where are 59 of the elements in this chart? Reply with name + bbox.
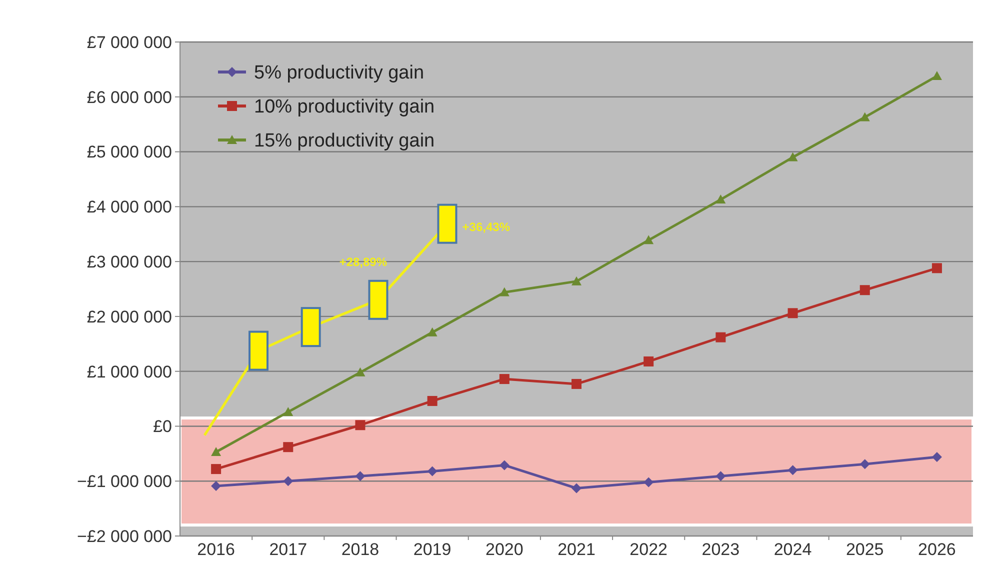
point	[427, 396, 438, 406]
point	[211, 447, 222, 456]
point	[788, 465, 798, 476]
y-tick-label: −£2 000 000	[76, 526, 172, 546]
x-tick-label: 2016	[197, 540, 235, 559]
point	[860, 459, 870, 470]
point	[427, 327, 438, 336]
x-tick-label: 2026	[918, 540, 956, 559]
point	[427, 466, 438, 476]
point	[860, 112, 870, 122]
y-tick-label: £0	[153, 417, 172, 436]
legend-label: 5% productivity gain	[254, 62, 424, 84]
x-tick-label: 2017	[269, 540, 308, 559]
point	[211, 464, 222, 474]
point	[355, 367, 366, 376]
point	[932, 263, 942, 274]
point	[499, 460, 510, 470]
y-tick-label: £7 000 000	[86, 32, 172, 52]
y-tick-label: −£1 000 000	[76, 472, 172, 492]
x-tick-label: 2019	[413, 540, 452, 559]
y-tick-label: £6 000 000	[86, 88, 172, 107]
y-tick-label: £4 000 000	[86, 198, 172, 217]
point	[355, 471, 366, 482]
y-tick-label: £1 000 000	[86, 362, 172, 382]
annotation: +28,89%	[339, 255, 388, 270]
point	[355, 420, 366, 430]
x-tick-label: 2018	[341, 540, 380, 559]
x-tick-label: 2023	[702, 540, 740, 559]
point	[644, 235, 654, 244]
point	[283, 406, 294, 416]
point	[788, 308, 798, 318]
point	[283, 442, 294, 452]
point	[860, 285, 870, 296]
point	[211, 481, 222, 492]
point	[572, 276, 582, 286]
annotation: +36,43%	[462, 220, 510, 234]
y-tick-label: £5 000 000	[86, 142, 172, 162]
x-tick-label: 2025	[846, 540, 884, 559]
point	[572, 483, 582, 494]
x-tick-label: 2022	[630, 540, 668, 559]
point	[572, 378, 582, 389]
point	[644, 477, 654, 488]
point	[499, 287, 510, 296]
point	[932, 71, 942, 80]
x-tick-label: 2020	[485, 540, 524, 559]
point	[283, 476, 294, 486]
x-tick-label: 2024	[774, 540, 812, 559]
x-tick-label: 2021	[558, 540, 596, 559]
legend-label: 10% productivity gain	[254, 96, 435, 118]
point	[716, 332, 726, 342]
point	[644, 356, 654, 366]
point	[499, 374, 510, 384]
y-tick-label: £3 000 000	[86, 252, 172, 272]
point	[716, 471, 726, 482]
point	[716, 194, 726, 204]
point	[788, 152, 798, 162]
point	[932, 452, 942, 462]
y-tick-label: £2 000 000	[86, 307, 172, 326]
legend-label: 15% productivity gain	[254, 130, 435, 152]
